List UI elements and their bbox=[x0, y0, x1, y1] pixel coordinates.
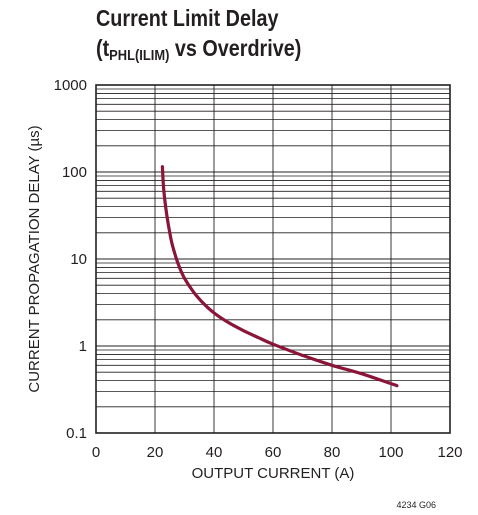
x-tick-label: 120 bbox=[437, 444, 462, 461]
x-tick-label: 100 bbox=[378, 444, 403, 461]
y-tick-label: 0.1 bbox=[66, 425, 87, 442]
x-tick-label: 80 bbox=[324, 444, 341, 461]
chart-title-line2: (tPHL(ILIM) vs Overdrive) bbox=[96, 35, 301, 64]
title-prefix: (t bbox=[96, 35, 110, 61]
x-tick-label: 40 bbox=[206, 444, 223, 461]
y-tick-label: 1000 bbox=[54, 77, 87, 94]
x-axis-label: OUTPUT CURRENT (A) bbox=[192, 465, 355, 482]
x-tick-label: 0 bbox=[92, 444, 100, 461]
title-suffix: vs Overdrive) bbox=[169, 35, 302, 61]
y-tick-label: 100 bbox=[62, 164, 87, 181]
y-tick-labels: 0.1 1 10 100 1000 bbox=[54, 77, 87, 442]
x-tick-labels: 0 20 40 60 80 100 120 bbox=[92, 444, 463, 461]
figure-id: 4234 G06 bbox=[396, 500, 436, 510]
x-tick-label: 60 bbox=[265, 444, 282, 461]
series-line bbox=[160, 165, 399, 388]
plot-frame bbox=[95, 84, 451, 434]
y-tick-label: 1 bbox=[79, 338, 87, 355]
chart-title-line1: Current Limit Delay bbox=[96, 5, 279, 31]
y-tick-label: 10 bbox=[70, 251, 87, 268]
grid-lines bbox=[96, 85, 450, 433]
title-subscript: PHL(ILIM) bbox=[109, 47, 170, 64]
x-tick-label: 20 bbox=[147, 444, 164, 461]
y-axis-label: CURRENT PROPAGATION DELAY (µs) bbox=[26, 125, 43, 392]
